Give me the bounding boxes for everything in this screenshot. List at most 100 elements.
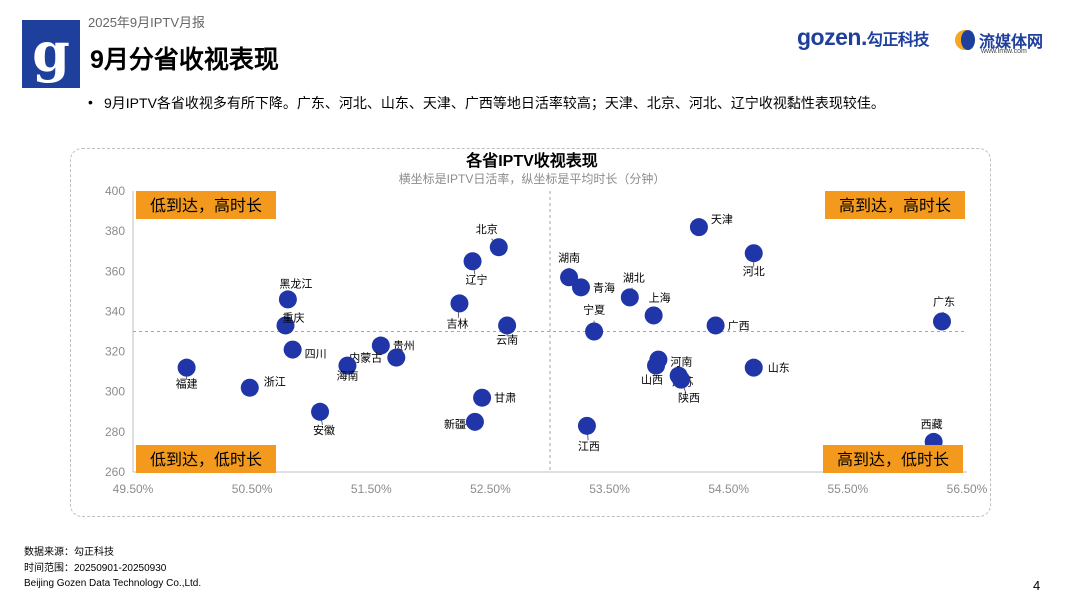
point-label: 青海 [593, 280, 615, 294]
point-label: 新疆 [444, 417, 466, 431]
point-label: 天津 [711, 213, 733, 226]
scatter-point [450, 294, 469, 313]
quadrant-label-bottom-left-text: 低到达，低时长 [150, 451, 262, 469]
quadrant-label-bottom-left-box [136, 445, 276, 473]
scatter-point [278, 290, 297, 309]
point-label: 湖北 [623, 271, 645, 284]
point-label: 福建 [176, 377, 198, 391]
y-tick-label: 400 [105, 184, 125, 198]
gozen-logo-badge: g [22, 20, 80, 88]
point-label: 河南 [670, 356, 692, 369]
footer-company: Beijing Gozen Data Technology Co.,Ltd. [24, 578, 202, 589]
point-label: 安徽 [313, 423, 335, 437]
point-label: 四川 [305, 349, 327, 361]
quadrant-label-top-left-text: 低到达，高时长 [150, 197, 262, 215]
point-label: 上海 [649, 290, 671, 304]
scatter-point [473, 388, 492, 407]
point-label: 山西 [641, 374, 663, 387]
point-label: 江西 [578, 440, 600, 453]
y-tick-label: 380 [105, 224, 125, 238]
footer-period: 时间范围：20250901-20250930 [24, 563, 167, 574]
y-tick-label: 300 [105, 385, 125, 399]
point-label: 重庆 [283, 310, 305, 324]
point-label: 云南 [496, 333, 518, 346]
point-label: 黑龙江 [279, 277, 312, 290]
scatter-point [620, 288, 639, 307]
page-number: 4 [1033, 578, 1041, 593]
scatter-point [571, 278, 590, 297]
lmtw-brand-name: 流媒体网 [979, 34, 1044, 51]
point-label: 浙江 [264, 376, 286, 389]
scatter-point [283, 340, 302, 359]
point-label: 广西 [728, 319, 750, 332]
point-label: 西藏 [921, 418, 943, 431]
chart-frame [70, 148, 991, 517]
quadrant-label-top-left-box [136, 191, 276, 219]
scatter-point [177, 358, 196, 377]
scatter-point [338, 356, 357, 375]
scatter-point [465, 412, 484, 431]
y-tick-label: 280 [105, 425, 125, 439]
quadrant-label-bottom-left: 低到达，低时长 [136, 445, 276, 473]
x-tick-label: 51.50% [351, 482, 392, 496]
quadrant-label-bottom-right-box [823, 445, 963, 473]
scatter-point [706, 316, 725, 335]
scatter-point [647, 356, 666, 375]
lmtw-brand-logo: 流媒体网 www.lmtw.com [955, 26, 1045, 56]
gozen-brand-latin: gozen. [797, 24, 867, 50]
quadrant-label-bottom-right: 高到达，低时长 [823, 445, 963, 473]
scatter-point [585, 322, 604, 341]
y-tick-label: 340 [105, 304, 125, 318]
chart-subtitle: 横坐标是IPTV日活率，纵坐标是平均时长（分钟） [399, 171, 666, 186]
point-label: 辽宁 [466, 272, 488, 286]
footer-source: 数据来源：勾正科技 [24, 547, 114, 558]
point-label: 广东 [933, 295, 955, 308]
quadrant-label-top-left: 低到达，高时长 [136, 191, 276, 219]
x-tick-label: 52.50% [470, 482, 511, 496]
quadrant-label-top-right: 高到达，高时长 [825, 191, 965, 219]
x-tick-label: 50.50% [232, 482, 273, 496]
point-label: 湖南 [558, 251, 580, 264]
scatter-point [240, 378, 259, 397]
scatter-point [311, 402, 330, 421]
quadrant-label-top-right-text: 高到达，高时长 [839, 197, 951, 215]
y-tick-label: 360 [105, 264, 125, 278]
scatter-point [689, 218, 708, 237]
scatter-point [672, 370, 691, 389]
scatter-point [371, 336, 390, 355]
scatter-point [644, 306, 663, 325]
scatter-point [498, 316, 517, 335]
x-tick-label: 54.50% [708, 482, 749, 496]
point-label: 海南 [336, 369, 358, 383]
scatter-point [489, 238, 508, 257]
summary-bullet: 9月IPTV各省收视多有所下降。广东、河北、山东、天津、广西等地日活率较高；天津… [104, 95, 885, 111]
point-label: 宁夏 [583, 303, 605, 317]
x-tick-label: 56.50% [947, 482, 988, 496]
chart-title: 各省IPTV收视表现 [465, 151, 598, 170]
point-label: 山东 [768, 362, 790, 375]
y-tick-label: 320 [105, 345, 125, 359]
point-label: 河北 [743, 265, 765, 278]
scatter-point [744, 358, 763, 377]
point-label: 陕西 [678, 391, 700, 405]
quadrant-label-bottom-right-text: 高到达，低时长 [837, 451, 949, 469]
scatter-point [744, 244, 763, 263]
x-tick-label: 49.50% [113, 482, 154, 496]
point-label: 北京 [476, 222, 498, 236]
quadrant-label-top-right-box [825, 191, 965, 219]
y-tick-label: 260 [105, 465, 125, 479]
x-tick-label: 53.50% [589, 482, 630, 496]
point-label: 内蒙古 [349, 351, 382, 365]
bullet-icon: • [88, 94, 93, 110]
gozen-logo-icon: g [32, 20, 70, 84]
x-tick-label: 55.50% [828, 482, 869, 496]
scatter-point [560, 268, 579, 287]
scatter-point [932, 312, 951, 331]
scatter-point [463, 252, 482, 271]
scatter-point [577, 416, 596, 435]
gozen-brand-logo: gozen.勾正科技 [797, 24, 929, 51]
point-label: 吉林 [446, 316, 468, 330]
scatter-point [387, 348, 406, 367]
point-label: 甘肃 [494, 392, 516, 405]
